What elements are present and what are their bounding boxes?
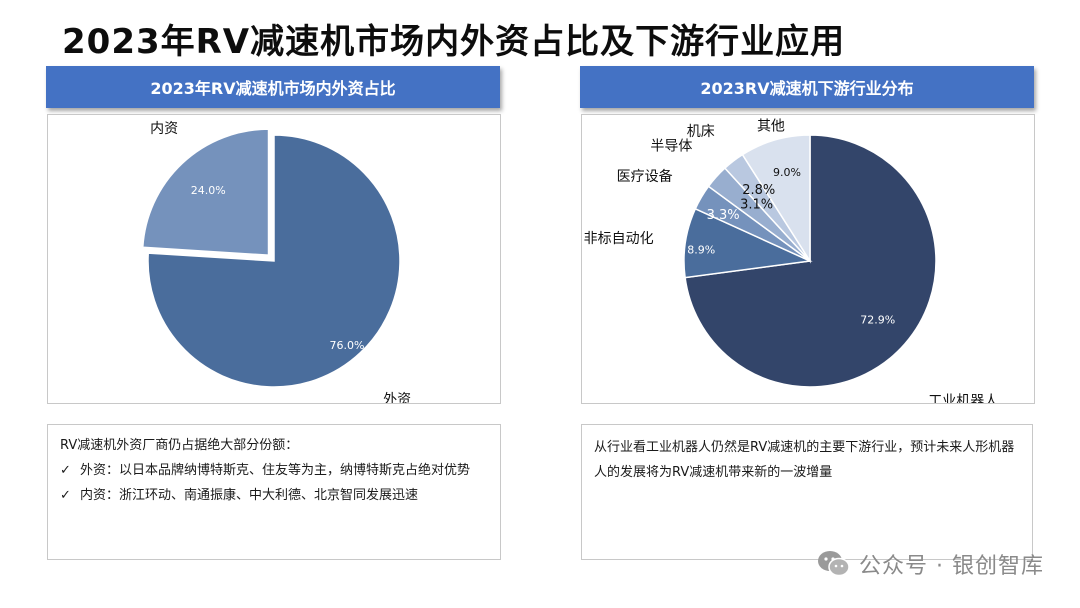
left-chart-box: 76.0% 外资 24.0% 内资 bbox=[47, 114, 501, 404]
right-pie-chart: 72.9% 工业机器人 8.9% 非标自动化 3.3% 医疗设备 3.1% 半导体 2.8% 机床… bbox=[584, 119, 999, 403]
pie-category-label: 工业机器人 bbox=[928, 393, 998, 403]
right-note-text: 从行业看工业机器人仍然是RV减速机的主要下游行业，预计未来人形机器人的发展将为R… bbox=[594, 440, 1015, 480]
pie-slice-0-0 bbox=[147, 134, 401, 388]
check-icon: ✓ bbox=[60, 488, 71, 503]
pie-slice-0-1 bbox=[141, 128, 270, 256]
left-note-box: RV减速机外资厂商仍占据绝大部分份额： ✓ 外资：以日本品牌纳博特斯克、住友等为… bbox=[47, 424, 501, 560]
wechat-icon bbox=[818, 551, 850, 577]
left-note-list: ✓ 外资：以日本品牌纳博特斯克、住友等为主，纳博特斯克占绝对优势 ✓ 内资：浙江… bbox=[60, 458, 488, 508]
pie-category-label: 半导体 bbox=[650, 139, 692, 155]
pie-value-label: 3.3% bbox=[707, 208, 740, 223]
watermark-text: 公众号 · 银创智库 bbox=[859, 554, 1044, 579]
pie-category-label: 机床 bbox=[687, 124, 715, 140]
check-icon: ✓ bbox=[60, 463, 71, 478]
pie-category-label: 医疗设备 bbox=[617, 168, 673, 185]
pie-value-label: 9.0% bbox=[773, 166, 801, 179]
right-note-box: 从行业看工业机器人仍然是RV减速机的主要下游行业，预计未来人形机器人的发展将为R… bbox=[581, 424, 1033, 560]
left-note-item-text: 外资：以日本品牌纳博特斯克、住友等为主，纳博特斯克占绝对优势 bbox=[80, 463, 471, 478]
pie-value-label: 2.8% bbox=[742, 183, 775, 198]
left-chart-header: 2023年RV减速机市场内外资占比 bbox=[46, 66, 500, 108]
left-note-item-domestic: ✓ 内资：浙江环动、南通振康、中大利德、北京智同发展迅速 bbox=[60, 483, 488, 508]
pie-category-label: 外资 bbox=[383, 392, 411, 403]
pie-value-label: 72.9% bbox=[860, 313, 895, 326]
pie-category-label: 非标自动化 bbox=[584, 231, 654, 247]
left-note-intro: RV减速机外资厂商仍占据绝大部分份额： bbox=[60, 438, 299, 453]
pie-value-label: 8.9% bbox=[687, 244, 715, 257]
pie-value-label: 24.0% bbox=[191, 184, 226, 197]
pie-value-label: 3.1% bbox=[740, 197, 773, 212]
pie-category-label: 内资 bbox=[150, 121, 178, 137]
left-note-item-foreign: ✓ 外资：以日本品牌纳博特斯克、住友等为主，纳博特斯克占绝对优势 bbox=[60, 458, 488, 483]
watermark: 公众号 · 银创智库 bbox=[817, 548, 1044, 580]
pie-slice-1-5 bbox=[741, 134, 811, 264]
pie-value-label: 76.0% bbox=[330, 339, 365, 352]
page-title: 2023年RV减速机市场内外资占比及下游行业应用 bbox=[62, 22, 846, 62]
right-chart-box: 72.9% 工业机器人 8.9% 非标自动化 3.3% 医疗设备 3.1% 半导体 2.8% 机床… bbox=[581, 114, 1035, 404]
pie-category-label: 其他 bbox=[757, 119, 785, 135]
left-note-item-text: 内资：浙江环动、南通振康、中大利德、北京智同发展迅速 bbox=[80, 488, 419, 503]
right-chart-header: 2023RV减速机下游行业分布 bbox=[580, 66, 1034, 108]
left-pie-chart: 76.0% 外资 24.0% 内资 bbox=[141, 121, 411, 403]
